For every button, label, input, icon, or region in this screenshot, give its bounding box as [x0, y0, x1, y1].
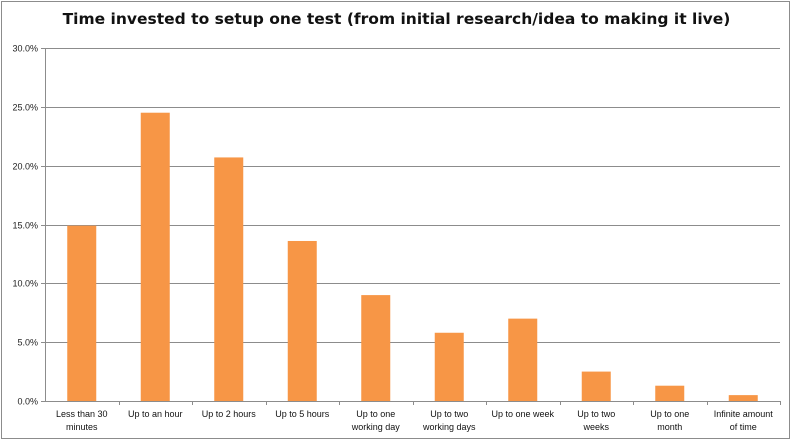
- y-tick-label: 30.0%: [12, 44, 38, 54]
- y-tick-label: 5.0%: [17, 338, 38, 348]
- x-tick-label: Up to one working day: [351, 409, 401, 432]
- chart-title: Time invested to setup one test (from in…: [62, 10, 731, 28]
- y-tick-label: 10.0%: [12, 279, 38, 289]
- bar: [67, 225, 97, 401]
- y-tick-label: 0.0%: [17, 397, 38, 407]
- bar: [287, 240, 317, 401]
- x-tick-label: Less than 30 minutes: [56, 409, 108, 432]
- bar: [214, 157, 244, 401]
- y-tick-label: 25.0%: [12, 103, 38, 113]
- y-tick-label: 20.0%: [12, 162, 38, 172]
- bar: [140, 112, 170, 401]
- y-tick-label: 15.0%: [12, 221, 38, 231]
- bar: [655, 385, 685, 401]
- x-tick-label: Up to 2 hours: [202, 409, 257, 419]
- bar: [434, 332, 464, 401]
- x-tick-label: Up to an hour: [128, 409, 183, 419]
- x-tick-label: Infinite amount of time: [714, 409, 774, 432]
- bar: [361, 295, 391, 401]
- x-tick-label: Up to two working days: [422, 409, 476, 432]
- x-tick-label: Up to one week: [491, 409, 554, 419]
- x-tick-label: Up to one month: [650, 409, 689, 432]
- bar: [728, 395, 758, 401]
- bar: [508, 318, 538, 401]
- x-tick-label: Up to two weeks: [577, 409, 615, 432]
- x-tick-label: Up to 5 hours: [275, 409, 330, 419]
- bar: [581, 371, 611, 401]
